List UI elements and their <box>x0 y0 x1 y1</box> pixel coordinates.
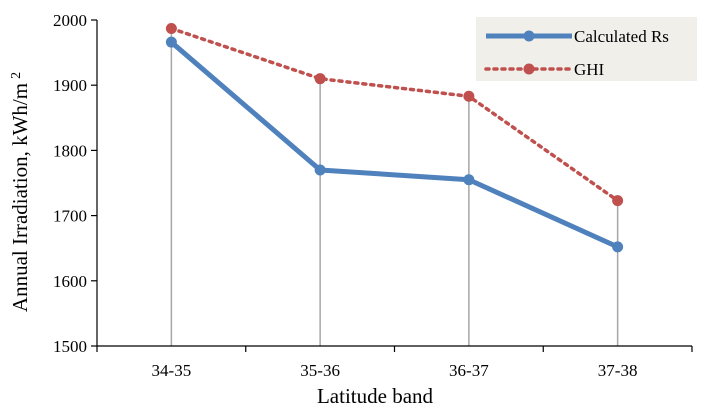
y-axis-label-superscript: 2 <box>9 72 24 79</box>
series-line <box>169 40 619 250</box>
y-axis-label-main: Annual Irradiation, kWh/m <box>8 83 32 312</box>
x-ticks: 34-35 35-36 36-37 37-38 <box>96 346 693 380</box>
legend-marker <box>523 63 535 75</box>
data-point <box>463 90 475 102</box>
data-point <box>314 164 326 176</box>
series-layer <box>165 22 624 253</box>
data-point <box>463 174 475 186</box>
x-tick-label: 35-36 <box>300 361 340 380</box>
data-point <box>165 22 177 34</box>
drop-lines <box>170 28 619 346</box>
legend-label: GHI <box>574 60 605 79</box>
y-tick-label: 1800 <box>53 141 87 160</box>
legend-label: Calculated Rs <box>574 27 669 46</box>
y-tick-label: 2000 <box>53 11 87 30</box>
y-tick-label: 1700 <box>53 207 87 226</box>
legend-marker <box>523 30 535 42</box>
legend: Calculated Rs GHI <box>476 17 697 81</box>
series-line <box>169 26 620 203</box>
y-tick-label: 1500 <box>53 337 87 356</box>
y-tick-label: 1900 <box>53 76 87 95</box>
x-tick-label: 36-37 <box>449 361 489 380</box>
series-1 <box>165 22 624 207</box>
y-axis-label: Annual Irradiation, kWh/m 2 <box>8 72 32 312</box>
data-point <box>314 73 326 85</box>
x-axis-label: Latitude band <box>317 384 434 408</box>
data-point <box>612 195 624 207</box>
y-ticks: 1500 1600 1700 1800 1900 2000 <box>53 11 97 356</box>
x-tick-label: 37-38 <box>598 361 638 380</box>
data-point <box>165 36 177 48</box>
x-tick-label: 34-35 <box>152 361 192 380</box>
series-0 <box>165 36 624 253</box>
y-tick-label: 1600 <box>53 272 87 291</box>
data-point <box>612 241 624 253</box>
